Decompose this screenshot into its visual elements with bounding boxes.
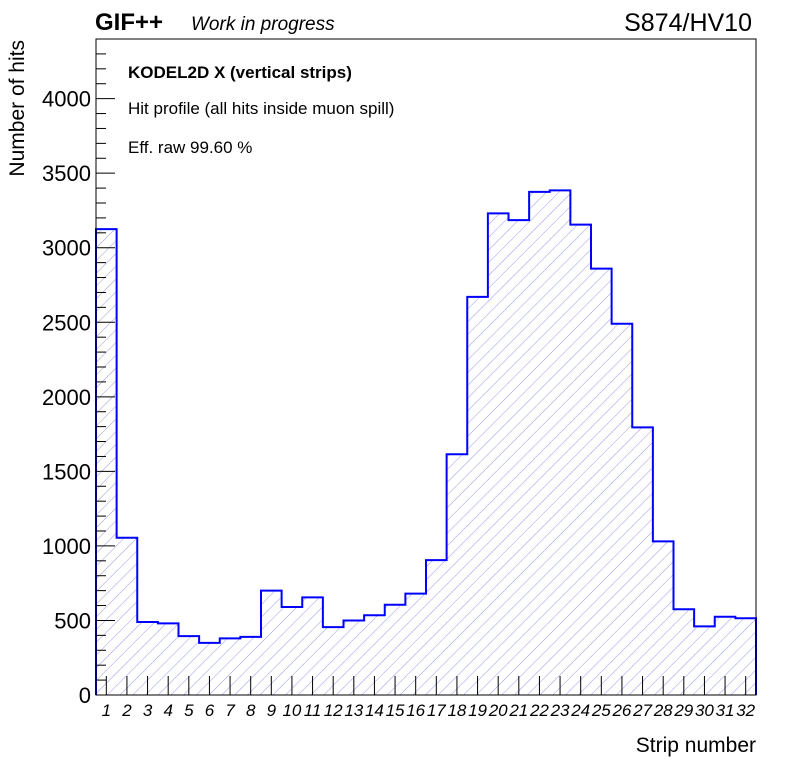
histogram-bar [261,590,283,695]
x-tick-label: 16 [406,701,425,720]
histogram-bar [652,541,674,695]
x-tick-label: 17 [427,701,446,720]
detector-label: KODEL2D X (vertical strips) [128,63,352,82]
x-tick-label: 27 [632,701,652,720]
histogram-bar [570,224,592,696]
histogram-bar [302,597,324,695]
x-tick-label: 13 [344,701,363,720]
x-tick-label: 5 [184,701,194,720]
histogram-bar [487,213,509,695]
histogram-bar [199,642,221,695]
x-tick-label: 7 [225,701,235,720]
y-axis-title: Number of hits [6,40,29,177]
x-tick-label: 29 [673,701,693,720]
x-tick-label: 2 [121,701,132,720]
y-axis: 0 500 1000 1500 2000 2500 3000 3500 4000 [42,38,115,708]
x-tick-label: 12 [324,701,343,720]
histogram-bar [405,593,427,695]
histogram-bar [157,623,179,695]
x-tick-label: 28 [653,701,673,720]
histogram-bar [343,620,365,695]
x-tick-label: 21 [508,701,528,720]
x-tick-label: 25 [591,701,611,720]
histogram-bar [508,220,530,696]
x-tick-label: 15 [386,701,405,720]
x-tick-label: 4 [163,701,172,720]
x-tick-label: 14 [365,701,384,720]
histogram-bar [178,636,200,695]
histogram-bar [219,638,241,695]
histogram-bar [549,190,571,695]
x-tick-label: 11 [304,701,322,720]
histogram-bar [673,609,695,695]
status-label: Work in progress [191,14,335,35]
histogram-bar [467,296,489,695]
histogram-bar [322,627,344,695]
y-tick-label: 2500 [42,310,91,335]
x-tick-label: 10 [282,701,301,720]
y-tick-label: 2000 [42,385,91,410]
x-tick-label: 26 [611,701,631,720]
description-label: Hit profile (all hits inside muon spill) [128,99,394,118]
histogram-bar [632,427,654,695]
y-tick-label: 500 [54,608,91,633]
histogram-bar [446,454,468,695]
x-tick-label: 8 [246,701,256,720]
histogram-bar [96,229,118,695]
histogram-bar [364,615,386,695]
histogram-bar [240,636,262,695]
run-label: S874/HV10 [624,9,752,37]
histogram-bar [529,191,551,695]
histogram-bar [694,626,716,695]
y-tick-label: 4000 [42,87,91,112]
y-tick-label: 0 [79,683,91,708]
histogram-bar [735,618,757,695]
x-axis-title: Strip number [636,734,756,757]
x-tick-label: 23 [550,701,570,720]
y-tick-label: 1000 [42,534,91,559]
x-axis: 1 2 3 4 5 6 7 8 9 10 11 12 13 14 15 16 17 18 19 20 21 22 23 24 2… [102,676,756,720]
x-tick-label: 1 [102,701,111,720]
x-tick-label: 22 [529,701,549,720]
histogram-bar [384,604,406,695]
histogram-outline [95,189,757,695]
histogram-bar [714,616,736,695]
x-tick-label: 31 [716,701,735,720]
x-tick-label: 6 [205,701,215,720]
x-tick-label: 3 [143,701,153,720]
y-tick-label: 1500 [42,459,91,484]
x-tick-label: 32 [736,701,755,720]
x-tick-label: 24 [570,701,590,720]
histogram-fill [96,190,757,696]
x-tick-label: 19 [468,701,487,720]
gif-logo: GIF++ [95,9,163,36]
histogram-bar [611,323,633,695]
histogram-bar [426,560,448,695]
x-tick-label: 30 [695,701,714,720]
y-tick-label: 3500 [42,161,91,186]
x-tick-label: 18 [447,701,466,720]
histogram-bar [281,607,303,695]
x-tick-label: 9 [267,701,277,720]
histogram-bar [116,537,138,695]
histogram-bar [137,621,159,695]
y-tick-label: 3000 [42,236,91,261]
efficiency-label: Eff. raw 99.60 % [128,138,252,157]
histogram-bar [591,268,613,695]
x-tick-label: 20 [488,701,508,720]
